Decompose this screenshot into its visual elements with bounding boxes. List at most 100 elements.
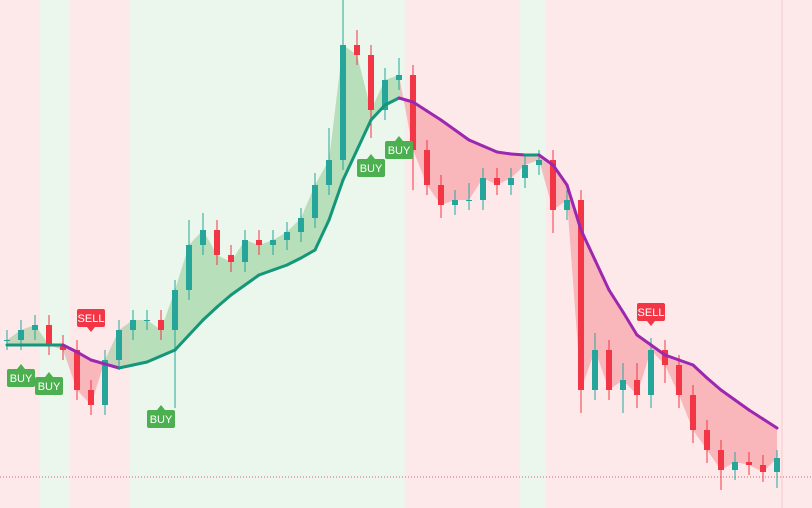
signal-text: BUY [150, 414, 173, 426]
candle-body [256, 240, 262, 245]
ma-line [313, 218, 331, 252]
signal-label: BUY [35, 372, 63, 395]
signal-label: SELL [637, 303, 665, 326]
candle-body [732, 462, 738, 470]
candle-body [214, 230, 220, 255]
ma-fill [567, 185, 581, 390]
candle-body [620, 380, 626, 390]
signal-box [35, 377, 63, 395]
bg-bull-band [130, 0, 405, 508]
candle-body [396, 75, 402, 80]
candle-body [718, 450, 724, 470]
candle-body [32, 325, 38, 330]
signal-label: BUY [7, 364, 35, 387]
ma-fill [63, 345, 77, 390]
signal-box [357, 159, 385, 177]
ma-fill [35, 325, 49, 345]
bg-bull-band [40, 0, 70, 508]
ma-fill [581, 230, 595, 390]
candle-body [550, 160, 556, 210]
ma-line [579, 228, 597, 262]
ma-fill [623, 312, 637, 395]
candle-body [242, 240, 248, 262]
ma-line [551, 163, 569, 187]
candle-body [4, 340, 10, 341]
signal-box [7, 369, 35, 387]
candle-body [410, 75, 416, 150]
candle-body [662, 350, 668, 365]
ma-line [411, 100, 429, 113]
ma-fill [609, 290, 623, 390]
ma-line [229, 283, 247, 297]
candle-body [508, 178, 514, 185]
ma-fill [7, 330, 21, 345]
ma-line [369, 103, 387, 122]
signal-pointer [45, 372, 53, 377]
candle-body [746, 462, 752, 465]
ma-fill [343, 45, 357, 180]
signal-label: BUY [357, 154, 385, 177]
ma-line [495, 150, 513, 156]
ma-line [89, 358, 107, 366]
ma-fill [273, 232, 287, 270]
ma-line [285, 256, 303, 267]
candle-body [74, 350, 80, 390]
signal-text: BUY [360, 163, 383, 175]
ma-line [425, 109, 443, 122]
candle-body [704, 430, 710, 450]
ma-line [439, 118, 457, 132]
bg-bull-band [520, 0, 546, 508]
ma-line [747, 408, 765, 421]
ma-line [705, 376, 723, 392]
signal-box [77, 309, 105, 327]
ma-line [481, 144, 499, 154]
ma-fill [329, 45, 343, 220]
signal-text: BUY [38, 381, 61, 393]
ma-line [467, 138, 485, 148]
candle-body [326, 160, 332, 185]
candle-body [200, 230, 206, 245]
ma-fill [665, 355, 679, 395]
ma-line [201, 305, 219, 322]
ma-fill [525, 155, 539, 165]
candle-body [676, 365, 682, 395]
ma-line [299, 248, 317, 260]
ma-line [187, 318, 205, 337]
ma-line [719, 388, 737, 402]
candle-body [466, 200, 472, 201]
candle-body [382, 80, 388, 110]
candle-body [354, 45, 360, 55]
ma-fill [371, 80, 385, 120]
candle-body [102, 360, 108, 405]
ma-fill [749, 410, 763, 472]
candle-body [494, 178, 500, 185]
ma-fill [637, 335, 651, 395]
ma-line [663, 353, 681, 362]
ma-fill [147, 320, 161, 362]
candle-body [760, 465, 766, 472]
ma-fill [483, 146, 497, 185]
candle-body [438, 185, 444, 205]
ma-line [509, 152, 527, 157]
ma-fill [119, 320, 133, 368]
ma-fill [203, 230, 217, 320]
ma-line [677, 358, 695, 367]
candle-body [46, 325, 52, 345]
candle-body [522, 165, 528, 178]
candle-body [172, 290, 178, 330]
ma-fill [133, 320, 147, 365]
signal-pointer [367, 154, 375, 159]
ma-fill [21, 325, 35, 345]
signal-label: BUY [147, 405, 175, 428]
ma-line [215, 293, 233, 309]
ma-line [117, 363, 135, 370]
candle-body [60, 345, 66, 350]
ma-fill [259, 240, 273, 275]
ma-line [691, 363, 709, 380]
candle-body [592, 350, 598, 390]
candle-body [368, 55, 374, 110]
ma-fill [413, 102, 427, 185]
ma-fill [91, 360, 105, 405]
